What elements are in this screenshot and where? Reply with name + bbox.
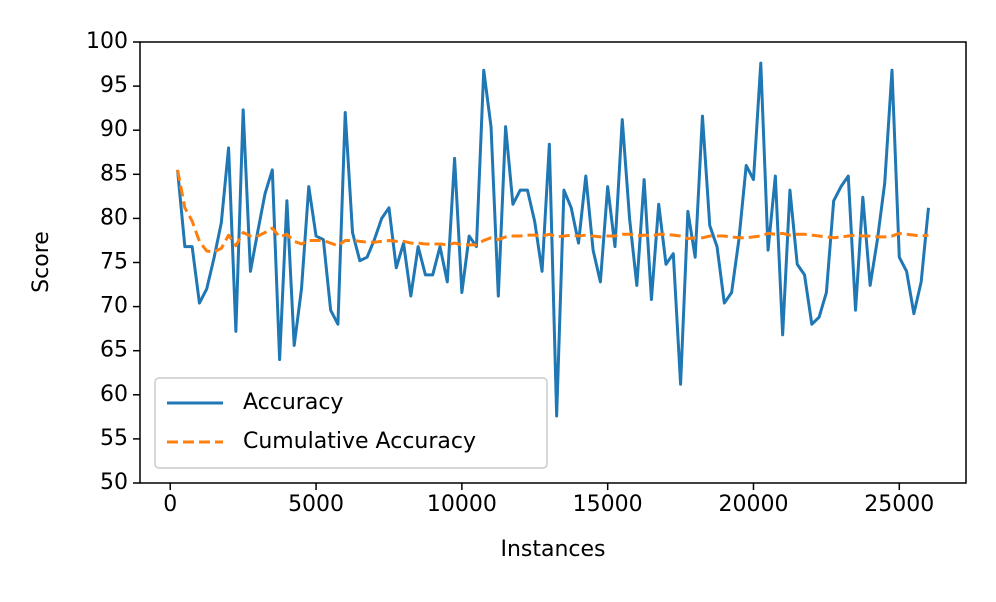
x-tick-label: 25000: [864, 492, 934, 517]
y-axis-label: Score: [29, 231, 54, 293]
y-tick-label: 60: [100, 382, 128, 407]
x-axis-label: Instances: [500, 537, 605, 562]
y-tick-label: 75: [100, 250, 128, 275]
y-tick-label: 95: [100, 73, 128, 98]
legend-label: Accuracy: [243, 390, 343, 415]
x-tick-label: 10000: [427, 492, 497, 517]
y-tick-label: 80: [100, 205, 128, 230]
legend-label: Cumulative Accuracy: [243, 429, 476, 454]
y-tick-label: 65: [100, 338, 128, 363]
legend: Accuracy Cumulative Accuracy: [154, 377, 548, 469]
y-tick-label: 70: [100, 294, 128, 319]
y-tick-label: 100: [86, 29, 128, 54]
plot-frame: [139, 41, 967, 484]
x-tick-label: 15000: [573, 492, 643, 517]
legend-box: [154, 377, 548, 469]
y-tick-label: 90: [100, 117, 128, 142]
x-tick-label: 5000: [288, 492, 344, 517]
series-line: [176, 61, 930, 418]
x-tick-label: 0: [163, 492, 177, 517]
y-tick-label: 55: [100, 426, 128, 451]
x-tick-label: 20000: [718, 492, 788, 517]
y-tick-label: 50: [100, 470, 128, 495]
y-tick-label: 85: [100, 161, 128, 186]
series-line: [176, 169, 929, 254]
